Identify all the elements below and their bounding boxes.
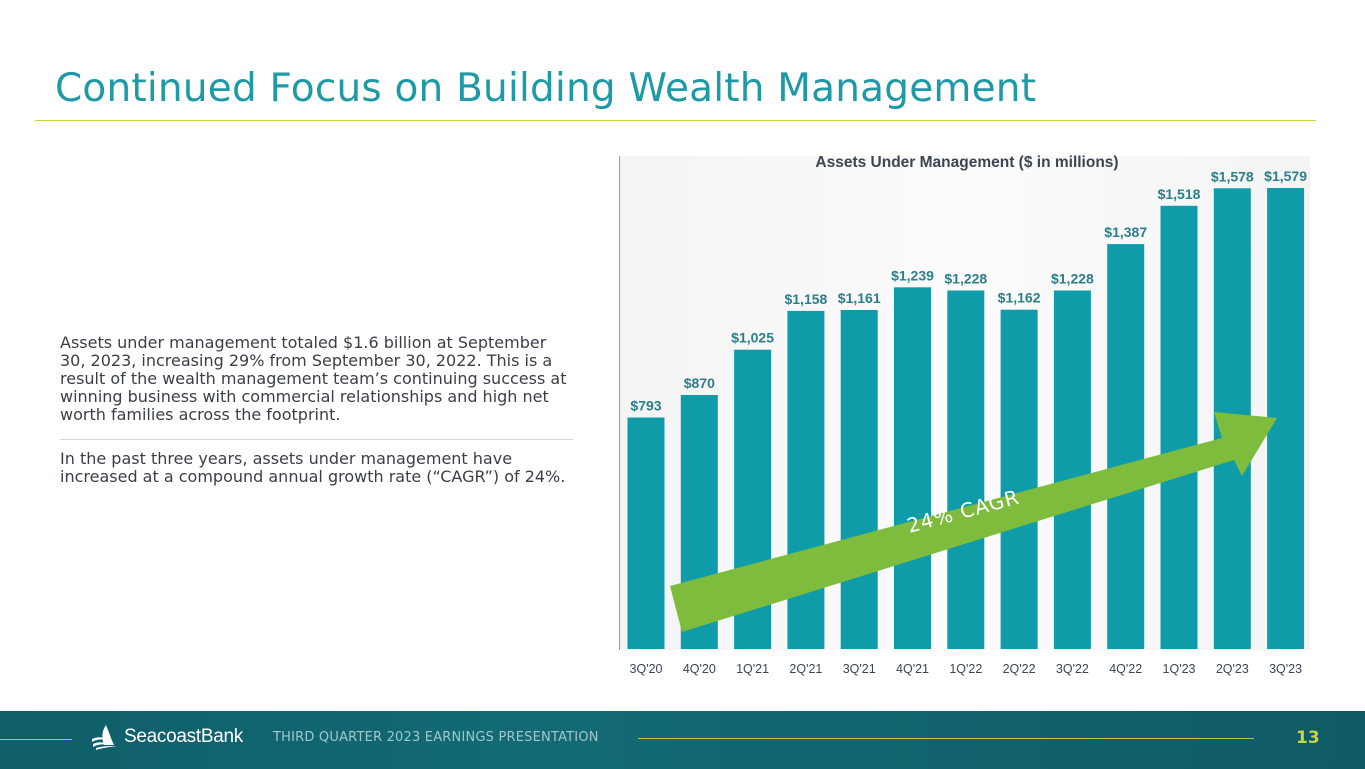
footer-rule-left xyxy=(0,739,72,740)
bar-1Q22 xyxy=(947,290,985,649)
bar-1Q23 xyxy=(1160,205,1198,650)
bar-2Q22 xyxy=(1000,309,1038,649)
category-label: 3Q'23 xyxy=(1269,662,1302,676)
aum-bar-chart: Assets Under Management ($ in millions) … xyxy=(619,154,1310,676)
value-label: $1,158 xyxy=(784,291,827,307)
category-label: 2Q'21 xyxy=(789,662,822,676)
value-label: $1,518 xyxy=(1158,186,1201,202)
bar-3Q20 xyxy=(627,417,665,649)
paragraph-divider xyxy=(60,439,573,440)
category-label: 1Q'23 xyxy=(1163,662,1196,676)
value-label: $1,161 xyxy=(838,290,881,306)
category-label: 2Q'23 xyxy=(1216,662,1249,676)
category-label: 3Q'21 xyxy=(843,662,876,676)
bar-4Q21 xyxy=(894,287,931,649)
page-number: 13 xyxy=(1296,728,1320,748)
category-label: 1Q'22 xyxy=(949,662,982,676)
aum-summary-paragraph: Assets under management totaled $1.6 bil… xyxy=(60,333,567,424)
value-label: $1,239 xyxy=(891,267,934,283)
value-label: $793 xyxy=(630,398,661,414)
cagr-paragraph: In the past three years, assets under ma… xyxy=(60,449,566,486)
category-label: 2Q'22 xyxy=(1003,662,1036,676)
cagr-arrow xyxy=(670,412,1277,632)
category-label: 3Q'22 xyxy=(1056,662,1089,676)
slide-title: Continued Focus on Building Wealth Manag… xyxy=(55,66,1037,111)
value-label: $1,578 xyxy=(1211,168,1254,184)
category-label: 4Q'22 xyxy=(1109,662,1142,676)
category-label: 3Q'20 xyxy=(630,662,663,676)
value-label: $1,162 xyxy=(998,290,1041,306)
bar-4Q22 xyxy=(1107,244,1145,649)
value-label: $1,387 xyxy=(1104,224,1147,240)
footer-rule-right xyxy=(638,738,1254,739)
title-divider xyxy=(35,120,1316,121)
bar-3Q22 xyxy=(1053,290,1091,649)
footer-bar: SeacoastBank THIRD QUARTER 2023 EARNINGS… xyxy=(0,711,1365,769)
value-label: $1,228 xyxy=(1051,271,1094,287)
chart-title: Assets Under Management ($ in millions) xyxy=(815,154,1118,171)
category-label: 4Q'20 xyxy=(683,662,716,676)
value-label: $1,025 xyxy=(731,330,774,346)
value-label: $1,228 xyxy=(944,271,987,287)
brand-name: SeacoastBank xyxy=(124,726,243,747)
category-label: 4Q'21 xyxy=(896,662,929,676)
bar-2Q21 xyxy=(787,310,825,649)
value-label: $870 xyxy=(684,375,715,391)
sail-logo-icon xyxy=(92,725,117,750)
presentation-label: THIRD QUARTER 2023 EARNINGS PRESENTATION xyxy=(273,730,599,745)
seacoast-logo: SeacoastBank xyxy=(90,722,243,752)
bar-3Q21 xyxy=(840,310,878,649)
value-label: $1,579 xyxy=(1264,168,1307,184)
category-label: 1Q'21 xyxy=(736,662,769,676)
